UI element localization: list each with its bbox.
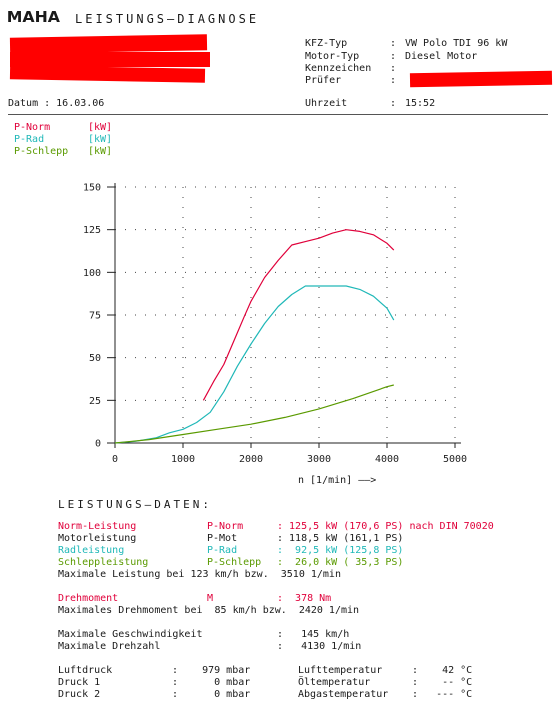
max-drehzahl-value: : 4130 1/min: [277, 641, 362, 652]
daten-title: LEISTUNGS–DATEN:: [58, 498, 212, 511]
max-leistung-text: Maximale Leistung bei 123 km/h bzw. 3510…: [58, 569, 341, 580]
oeltemp-label: Öltemperatur: [298, 677, 371, 688]
series-line-p-norm: [202, 229, 395, 401]
daten-row-2-value: : 92,5 kW (125,8 PS): [277, 545, 404, 556]
y-tick-label: 75: [89, 311, 101, 322]
druck1-value: : 0 mbar: [172, 677, 251, 688]
daten-row-2-label: Radleistung: [58, 545, 125, 556]
redaction-block-2: [10, 52, 210, 67]
uhrzeit-label: Uhrzeit: [305, 98, 348, 109]
luftdruck-value: : 979 mbar: [172, 665, 251, 676]
datum-text: Datum : 16.03.06: [8, 98, 105, 109]
x-tick-label: 0: [112, 454, 118, 465]
daten-row-1-value: : 118,5 kW (161,1 PS): [277, 533, 404, 544]
drehmoment-sym: M: [207, 593, 214, 604]
series-line-p-rad: [114, 285, 395, 444]
abgastemp-value: : --- °C: [412, 689, 473, 700]
druck1-label: Druck 1: [58, 677, 101, 688]
uhrzeit-value: 15:52: [405, 98, 436, 109]
daten-row-0-sym: P-Norm: [207, 521, 244, 532]
max-geschw-value: : 145 km/h: [277, 629, 350, 640]
daten-row-3-label: Schleppleistung: [58, 557, 149, 568]
y-tick-label: 150: [83, 183, 101, 194]
power-chart: 0 25 50 75 100 125 150 0 1000 2000 3000 4000 5000: [83, 183, 467, 466]
x-tick-label: 2000: [239, 454, 263, 465]
legend-p-norm-name: P-Norm: [14, 122, 51, 133]
y-tick-label: 25: [89, 396, 101, 407]
uhrzeit-colon: :: [390, 98, 397, 109]
daten-row-0-label: Norm-Leistung: [58, 521, 137, 532]
kfz-typ-label: KFZ-Typ: [305, 38, 348, 49]
daten-row-1-label: Motorleistung: [58, 533, 137, 544]
abgastemp-label: Abgastemperatur: [298, 689, 389, 700]
druck2-label: Druck 2: [58, 689, 101, 700]
motor-typ-value: Diesel Motor: [405, 51, 478, 62]
kfz-typ-colon: :: [390, 38, 397, 49]
daten-row-0-value: : 125,5 kW (170,6 PS) nach DIN 70020: [277, 521, 494, 532]
motor-typ-label: Motor-Typ: [305, 51, 360, 62]
lufttemp-label: Lufttemperatur: [298, 665, 383, 676]
y-tick-label: 50: [89, 353, 101, 364]
maha-logo: MAHA: [6, 8, 60, 26]
daten-row-3-value: : 26,0 kW ( 35,3 PS): [277, 557, 404, 568]
legend-p-rad-unit: [kW]: [88, 134, 113, 145]
x-tick-label: 4000: [375, 454, 399, 465]
y-tick-label: 0: [95, 439, 101, 450]
header-divider: [8, 114, 548, 115]
x-tick-label: 3000: [307, 454, 331, 465]
y-tick-label: 125: [83, 225, 101, 236]
pruefer-colon: :: [390, 75, 397, 86]
legend-p-norm-unit: [kW]: [88, 122, 113, 133]
pruefer-label: Prüfer: [305, 75, 342, 86]
max-drehmoment-text: Maximales Drehmoment bei 85 km/h bzw. 24…: [58, 605, 360, 616]
legend-p-rad-name: P-Rad: [14, 134, 45, 145]
daten-row-3-sym: P-Schlepp: [207, 557, 262, 568]
druck2-value: : 0 mbar: [172, 689, 251, 700]
kfz-typ-value: VW Polo TDI 96 kW: [405, 38, 508, 49]
page-title: LEISTUNGS–DIAGNOSE: [75, 12, 260, 26]
motor-typ-colon: :: [390, 51, 397, 62]
kennzeichen-label: Kennzeichen: [305, 63, 372, 74]
legend-p-schlepp-name: P-Schlepp: [14, 146, 69, 157]
series-line-p-schlepp: [114, 384, 394, 444]
daten-row-2-sym: P-Rad: [207, 545, 238, 556]
luftdruck-label: Luftdruck: [58, 665, 113, 676]
x-tick-label: 1000: [171, 454, 195, 465]
lufttemp-value: : 42 °C: [412, 665, 473, 676]
x-tick-label: 5000: [443, 454, 467, 465]
max-drehzahl-label: Maximale Drehzahl: [58, 641, 161, 652]
drehmoment-label: Drehmoment: [58, 593, 119, 604]
drehmoment-value: : 378 Nm: [277, 593, 332, 604]
oeltemp-value: : -- °C: [412, 677, 473, 688]
legend-p-schlepp-unit: [kW]: [88, 146, 113, 157]
kennzeichen-colon: :: [390, 63, 397, 74]
max-geschw-label: Maximale Geschwindigkeit: [58, 629, 203, 640]
daten-row-1-sym: P-Mot: [207, 533, 238, 544]
y-tick-label: 100: [83, 268, 101, 279]
x-axis-label: n [1/min] ——>: [298, 475, 377, 486]
